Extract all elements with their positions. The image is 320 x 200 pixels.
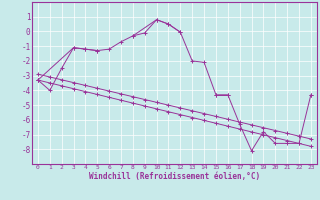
X-axis label: Windchill (Refroidissement éolien,°C): Windchill (Refroidissement éolien,°C) (89, 172, 260, 181)
